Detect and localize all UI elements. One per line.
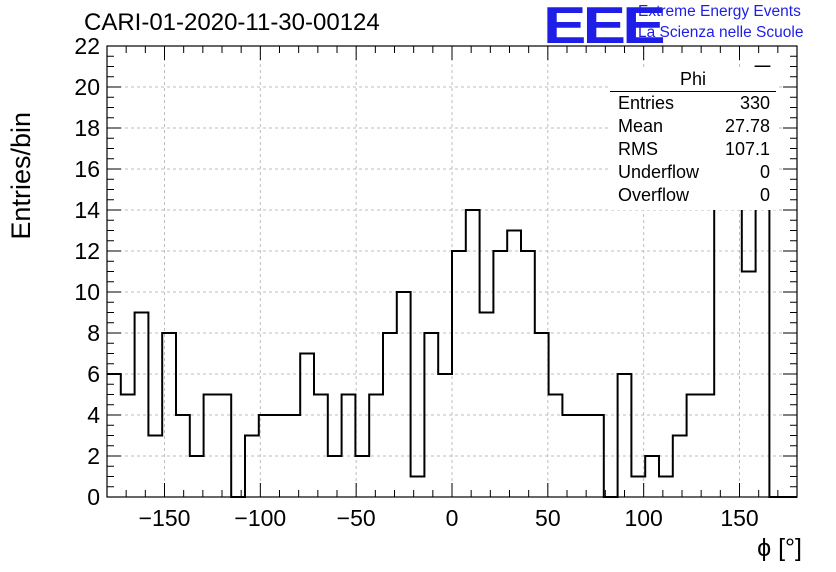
stats-row-underflow: Underflow 0 [618,162,770,184]
histogram-bin [659,477,673,498]
histogram-bin [424,333,438,497]
histogram-bin [148,436,162,498]
y-tick-label: 8 [87,320,100,346]
stats-title-divider [610,91,776,92]
stats-value: 0 [759,185,770,205]
histogram-bin [217,395,231,498]
x-tick-label: 50 [535,505,561,531]
stats-label: RMS [618,139,658,159]
x-tick-label: −100 [234,505,286,531]
histogram-bin [700,395,714,498]
eee-logo: EEE [543,0,666,55]
histogram-bin [286,415,300,497]
stats-label: Underflow [618,162,700,182]
histogram-bin [411,477,425,498]
histogram-bin [245,436,259,498]
chart-title: CARI-01-2020-11-30-00124 [84,9,380,36]
histogram-bin [576,415,590,497]
histogram-bin [631,477,645,498]
stats-value: 107.1 [724,139,770,159]
histogram-bin [714,190,728,498]
logo-subtitle-line1: Extreme Energy Events [638,3,801,20]
y-tick-label: 2 [87,443,100,469]
histogram-bin [618,374,632,497]
x-tick-label: 100 [624,505,662,531]
histogram-bin [300,354,314,498]
y-tick-label: 4 [87,402,100,428]
stats-row-rms: RMS 107.1 [618,139,770,161]
histogram-bin [273,415,287,497]
stats-row-mean: Mean 27.78 [618,116,770,138]
histogram-bin [121,395,135,498]
stats-label: Entries [618,93,675,113]
histogram-bin [204,395,218,498]
histogram-bin [673,436,687,498]
histogram-bin [645,456,659,497]
x-tick-label: 150 [720,505,758,531]
stats-row-entries: Entries 330 [618,93,770,115]
y-tick-label: 0 [87,484,100,510]
stats-value: 0 [759,162,770,182]
stats-value: 27.78 [724,116,770,136]
histogram-bin [342,395,356,498]
histogram-bin [259,415,273,497]
x-tick-label: −50 [337,505,376,531]
y-axis-label: Entries/bin [6,112,36,240]
histogram-bin [466,210,480,497]
x-tick-label: −150 [139,505,191,531]
histogram-bin [176,415,190,497]
histogram-outline [107,65,797,498]
histogram-bin [355,456,369,497]
x-tick-label: 0 [446,505,459,531]
histogram-bin [438,374,452,497]
stats-title: Phi [679,69,706,89]
stats-label: Overflow [618,185,690,205]
histogram-bin [190,456,204,497]
stats-value: 330 [739,93,770,113]
histogram-bin [162,333,176,497]
histogram-bin [562,415,576,497]
y-tick-label: 18 [74,115,100,141]
y-tick-label: 14 [74,197,100,223]
statistics-box: Phi Entries 330 Mean 27.78 RMS 107.1 Und… [610,67,776,210]
y-tick-label: 22 [74,33,100,59]
x-axis-label: ϕ [°] [757,534,802,562]
histogram-bin [590,415,604,497]
histogram-bin [135,313,149,498]
histogram-bin [480,313,494,498]
histogram-bin [535,333,549,497]
y-tick-label: 20 [74,74,100,100]
histogram-bin [728,169,742,497]
y-tick-label: 6 [87,361,100,387]
stats-label: Mean [618,116,664,136]
histogram-bin [107,374,121,497]
histogram-bin [507,231,521,498]
histogram-bin [742,272,756,498]
histogram-bin [328,456,342,497]
y-tick-label: 16 [74,156,100,182]
histogram-bin [521,251,535,497]
stats-row-overflow: Overflow 0 [618,185,770,207]
histogram-bin [549,395,563,498]
logo-subtitle-line2: La Scienza nelle Scuole [638,24,804,41]
histogram-bin [383,333,397,497]
y-tick-label: 10 [74,279,100,305]
histogram-bin [452,251,466,497]
histogram-bin [369,395,383,498]
histogram-bin [493,251,507,497]
histogram-bin [687,395,701,498]
y-tick-label: 12 [74,238,100,264]
histogram-bin [397,292,411,497]
histogram-bin [314,395,328,498]
